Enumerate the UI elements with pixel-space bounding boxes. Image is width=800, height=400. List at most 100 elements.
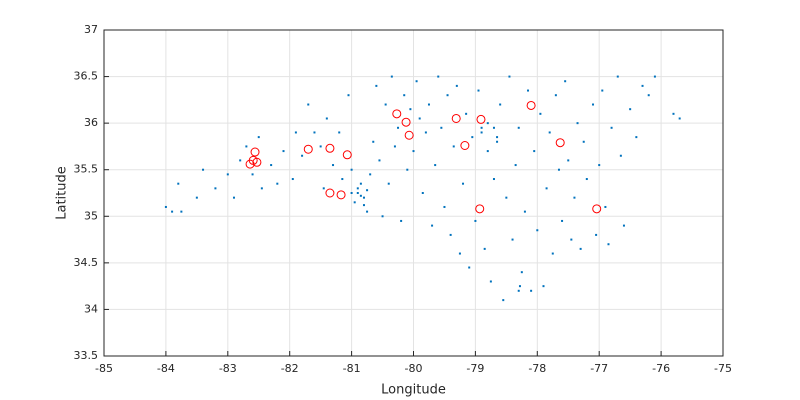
- dot-marker: [332, 164, 335, 167]
- dot-marker: [579, 247, 582, 250]
- y-tick-label: 34.5: [74, 256, 99, 269]
- dot-marker: [678, 117, 681, 120]
- dot-marker: [598, 164, 601, 167]
- x-tick-label: -82: [281, 362, 299, 375]
- circle-marker: [404, 130, 414, 140]
- dot-marker: [619, 154, 622, 157]
- dot-marker: [635, 136, 638, 139]
- dot-marker: [437, 75, 440, 78]
- dot-marker: [585, 178, 588, 181]
- x-tick-label: -81: [343, 362, 361, 375]
- x-tick-label: -75: [714, 362, 732, 375]
- dot-marker: [418, 117, 421, 120]
- dot-marker: [440, 126, 443, 129]
- circle-marker: [476, 114, 486, 124]
- dot-marker: [356, 187, 359, 190]
- dot-marker: [393, 145, 396, 148]
- circle-marker: [555, 138, 565, 148]
- dot-marker: [397, 126, 400, 129]
- dot-marker: [672, 112, 675, 115]
- dot-marker: [294, 131, 297, 134]
- dot-marker: [381, 215, 384, 218]
- dot-marker: [604, 205, 607, 208]
- dot-marker: [564, 80, 567, 83]
- dot-marker: [260, 187, 263, 190]
- dot-marker: [431, 224, 434, 227]
- dot-marker: [465, 112, 468, 115]
- dot-marker: [508, 75, 511, 78]
- dot-marker: [539, 112, 542, 115]
- circle-marker: [592, 204, 602, 214]
- dot-marker: [446, 94, 449, 97]
- dot-marker: [647, 94, 650, 97]
- dot-marker: [353, 201, 356, 204]
- dot-marker: [545, 187, 548, 190]
- dot-marker: [282, 150, 285, 153]
- x-tick-label: -85: [95, 362, 113, 375]
- dot-marker: [641, 84, 644, 87]
- dot-marker: [257, 136, 260, 139]
- dot-marker: [486, 122, 489, 125]
- dot-marker: [180, 210, 183, 213]
- dot-marker: [384, 103, 387, 106]
- dot-marker: [319, 145, 322, 148]
- dot-marker: [409, 108, 412, 111]
- circle-marker: [342, 150, 352, 160]
- dot-marker: [341, 178, 344, 181]
- dot-marker: [486, 150, 489, 153]
- dot-marker: [406, 168, 409, 171]
- y-axis-label: Latitude: [55, 166, 70, 220]
- dot-marker: [226, 173, 229, 176]
- dot-marker: [468, 266, 471, 269]
- dot-marker: [291, 178, 294, 181]
- dot-marker: [443, 205, 446, 208]
- circle-marker: [325, 188, 335, 198]
- circle-marker: [336, 190, 346, 200]
- dot-marker: [480, 131, 483, 134]
- dot-marker: [530, 289, 533, 292]
- dot-marker: [301, 154, 304, 157]
- dot-marker: [390, 75, 393, 78]
- dot-marker: [171, 210, 174, 213]
- dot-marker: [499, 103, 502, 106]
- circle-marker: [401, 117, 411, 127]
- dot-marker: [455, 84, 458, 87]
- dot-marker: [347, 94, 350, 97]
- dot-marker: [359, 194, 362, 197]
- dot-marker: [505, 196, 508, 199]
- dot-marker: [561, 219, 564, 222]
- dot-marker: [489, 280, 492, 283]
- dot-marker: [474, 219, 477, 222]
- dot-marker: [492, 126, 495, 129]
- dot-marker: [653, 75, 656, 78]
- x-tick-label: -80: [405, 362, 423, 375]
- dot-marker: [307, 103, 310, 106]
- dot-marker: [350, 192, 353, 194]
- dot-marker: [362, 196, 365, 199]
- circle-marker: [451, 113, 461, 123]
- dot-marker: [523, 210, 526, 213]
- dot-marker: [548, 131, 551, 134]
- dot-marker: [338, 131, 341, 134]
- dot-marker: [350, 168, 353, 171]
- dot-marker: [551, 252, 554, 255]
- dot-marker: [514, 164, 517, 167]
- dot-marker: [480, 126, 483, 129]
- dot-marker: [502, 299, 505, 302]
- dot-marker: [356, 192, 359, 194]
- circle-marker: [303, 144, 313, 154]
- dot-marker: [427, 103, 430, 106]
- dot-marker: [421, 192, 424, 194]
- x-tick-label: -83: [219, 362, 237, 375]
- dot-marker: [195, 196, 198, 199]
- dot-marker: [214, 187, 217, 190]
- dot-marker: [400, 219, 403, 222]
- y-tick-label: 33.5: [74, 349, 99, 362]
- x-axis-label: Longitude: [381, 383, 446, 398]
- dot-marker: [492, 178, 495, 181]
- dot-marker: [458, 252, 461, 255]
- dot-marker: [576, 122, 579, 125]
- dot-marker: [177, 182, 180, 185]
- dot-marker: [452, 145, 455, 148]
